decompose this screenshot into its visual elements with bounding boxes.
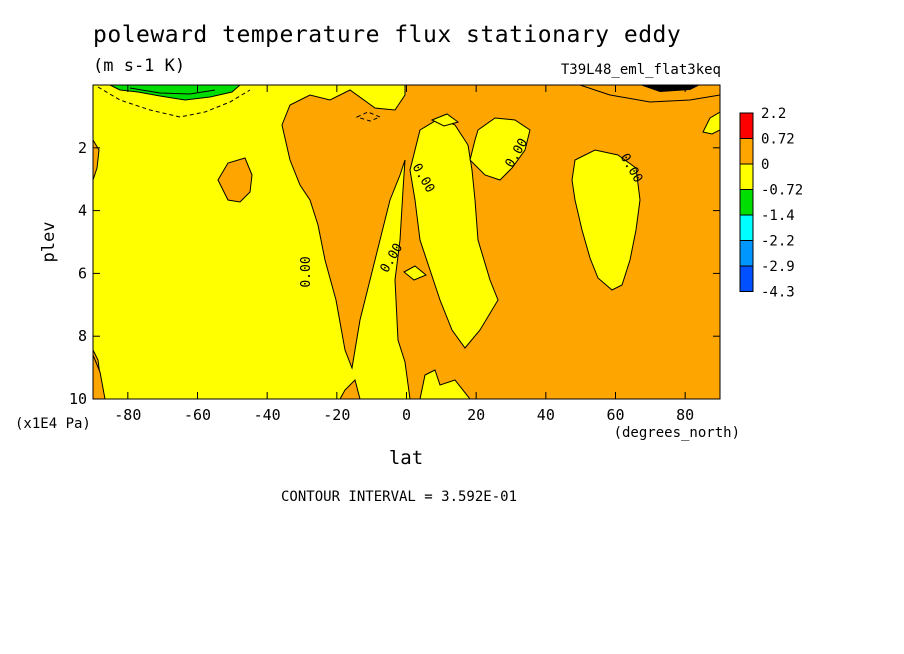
negative-blob-equator — [403, 265, 427, 281]
y-tick-label: 4 — [78, 202, 87, 220]
colorbar-swatch — [739, 240, 754, 267]
x-tick-label: -40 — [254, 406, 281, 424]
negative-region-west — [93, 85, 411, 399]
y-axis-ticks: 2 4 6 8 10 — [69, 139, 720, 408]
positive-blob-southmid — [217, 157, 253, 203]
negative-blob-north-edge — [702, 111, 720, 135]
x-axis-label: lat — [389, 447, 423, 469]
positive-edge-sliver — [93, 139, 100, 181]
contour-label: 0.00 — [299, 256, 314, 287]
negative-region-lower — [419, 369, 471, 399]
contour-interval-note: CONTOUR INTERVAL = 3.592E-01 — [281, 489, 518, 505]
colorbar-swatch — [739, 112, 754, 139]
colorbar-label: -2.2 — [761, 234, 795, 250]
x-tick-label: -20 — [323, 406, 350, 424]
x-tick-label: 80 — [676, 406, 694, 424]
x-axis-ticks: -80 -60 -40 -20 0 20 40 60 80 — [114, 85, 694, 424]
colorbar-swatch — [739, 189, 754, 216]
colorbar-label: -1.4 — [761, 208, 795, 224]
x-tick-label: 60 — [606, 406, 624, 424]
y-tick-label: 2 — [78, 139, 87, 157]
colorbar-swatch — [739, 214, 754, 241]
x-axis-units: (degrees_north) — [614, 425, 740, 441]
colorbar-label: -0.72 — [761, 183, 803, 199]
strong-negative-region — [109, 85, 241, 101]
colorbar-swatch — [739, 265, 754, 292]
run-label: T39L48_eml_flat3keq — [560, 62, 721, 78]
y-axis-label: plev — [39, 222, 59, 263]
x-tick-label: 0 — [402, 406, 411, 424]
x-tick-label: 40 — [537, 406, 555, 424]
colorbar-label: -2.9 — [761, 259, 795, 275]
colorbar: 2.2 0.72 0 -0.72 -1.4 -2.2 -2.9 -4.3 — [739, 106, 803, 301]
strong-negative-inner — [129, 87, 216, 95]
negative-region-subtropics — [469, 117, 531, 181]
x-tick-label: -60 — [184, 406, 211, 424]
y-axis-units: (x1E4 Pa) — [15, 416, 91, 432]
negative-region-north — [571, 149, 641, 291]
dashed-contour-1 — [97, 86, 251, 118]
colorbar-label: 0.72 — [761, 132, 795, 148]
thin-contour-top — [579, 85, 720, 103]
colorbar-swatch — [739, 163, 754, 190]
negative-region-tropics — [409, 117, 499, 349]
y-tick-label: 6 — [78, 264, 87, 282]
colorbar-swatch — [739, 138, 754, 165]
colorbar-label: 0 — [761, 157, 769, 173]
y-tick-label: 10 — [69, 390, 87, 408]
chart-units: (m s-1 K) — [93, 56, 186, 76]
negative-blob-top — [430, 113, 460, 127]
positive-edge-sliver-lower — [93, 354, 106, 399]
x-tick-label: -80 — [114, 406, 141, 424]
colorbar-label: 2.2 — [761, 106, 786, 122]
dashed-contour-2 — [355, 111, 382, 122]
y-tick-label: 8 — [78, 327, 87, 345]
chart-title: poleward temperature flux stationary edd… — [93, 22, 682, 48]
contour-fill — [93, 85, 720, 399]
colorbar-label: -4.3 — [761, 285, 795, 301]
x-tick-label: 20 — [467, 406, 485, 424]
